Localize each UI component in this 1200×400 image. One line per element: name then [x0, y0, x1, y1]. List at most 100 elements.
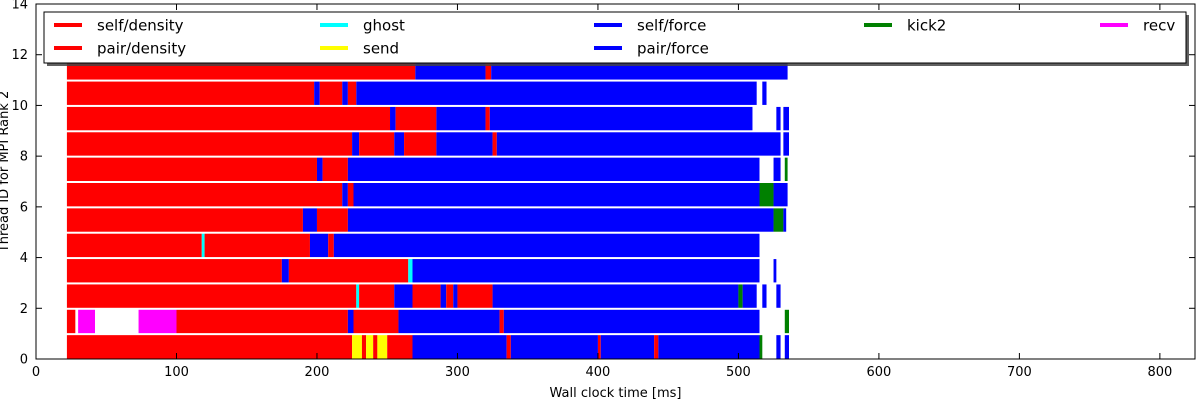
task-bar-force	[436, 106, 486, 131]
task-bar-density	[319, 81, 343, 105]
task-bar-force	[783, 132, 789, 156]
task-bar-density	[66, 183, 343, 207]
task-bar-force	[347, 309, 354, 334]
task-bar-kick2	[759, 183, 774, 207]
task-bar-force	[347, 157, 760, 181]
task-bar-density	[176, 309, 348, 334]
task-bar-density	[66, 309, 76, 334]
task-bar-force	[783, 208, 787, 232]
legend-label: self/density	[97, 17, 184, 35]
task-bar-density	[66, 259, 282, 283]
task-bar-density	[395, 106, 437, 131]
task-bar-force	[309, 233, 329, 258]
x-tick-label: 400	[586, 365, 611, 380]
task-bar-density	[353, 309, 399, 334]
task-bar-force	[776, 106, 781, 131]
task-bar-force	[600, 335, 655, 359]
x-tick-label: 500	[726, 365, 751, 380]
task-bar-force	[783, 106, 789, 131]
task-bar-density	[66, 284, 357, 308]
task-bar-kick2	[759, 335, 763, 359]
y-tick-label: 12	[11, 48, 28, 63]
task-bar-density	[322, 157, 348, 181]
task-bar-density	[485, 56, 492, 80]
task-bar-force	[453, 284, 458, 308]
y-tick-label: 2	[20, 302, 28, 317]
task-bar-force	[776, 284, 781, 308]
task-bar-density	[446, 284, 454, 308]
task-bar-density	[328, 233, 334, 258]
task-bar-ghost	[408, 259, 413, 283]
task-bar-force	[353, 183, 760, 207]
task-bar-density	[387, 335, 413, 359]
legend-label: self/force	[637, 17, 706, 35]
task-bar-density	[361, 335, 367, 359]
legend-label: pair/force	[637, 40, 709, 58]
task-bar-force	[342, 183, 348, 207]
task-bar-kick2	[738, 284, 743, 308]
task-bar-density	[499, 309, 504, 334]
task-bar-recv	[138, 309, 177, 334]
task-bar-density	[66, 81, 315, 105]
task-bar-density	[204, 233, 310, 258]
task-bar-force	[784, 335, 789, 359]
legend-label: recv	[1143, 17, 1175, 35]
task-bar-density	[457, 284, 493, 308]
x-tick-label: 100	[164, 365, 189, 380]
task-bar-force	[489, 106, 753, 131]
task-bar-force	[762, 81, 767, 105]
task-bar-send	[377, 335, 388, 359]
task-bar-force	[398, 309, 500, 334]
legend-label: pair/density	[97, 40, 186, 58]
x-axis-label: Wall clock time [ms]	[550, 386, 682, 400]
legend: self/density pair/density ghost send self/fo…	[43, 11, 1189, 66]
task-bar-density	[506, 335, 511, 359]
task-bar-force	[333, 233, 760, 258]
task-bar-force	[496, 132, 781, 156]
task-bar-density	[404, 132, 437, 156]
task-bar-force	[773, 259, 777, 283]
task-bar-force	[390, 106, 396, 131]
y-tick-label: 14	[11, 0, 28, 13]
task-bar-force	[658, 335, 760, 359]
task-bar-force	[492, 284, 739, 308]
x-tick-label: 0	[32, 365, 40, 380]
task-bar-force	[510, 335, 598, 359]
task-bar-force	[503, 309, 760, 334]
task-bar-density	[66, 233, 202, 258]
task-bar-density	[597, 335, 601, 359]
task-bar-force	[347, 208, 774, 232]
x-tick-label: 700	[1007, 365, 1032, 380]
task-bar-force	[773, 157, 781, 181]
task-bar-force	[314, 81, 320, 105]
task-bar-density	[66, 132, 353, 156]
task-bar-density	[347, 183, 354, 207]
task-bar-force	[342, 81, 348, 105]
task-bar-force	[281, 259, 289, 283]
task-bar-send	[366, 335, 374, 359]
task-bar-force	[773, 183, 788, 207]
task-bar-force	[394, 132, 405, 156]
task-bar-force	[440, 284, 447, 308]
task-bar-density	[359, 132, 395, 156]
task-bar-force	[742, 284, 757, 308]
axis-ticks: 0 100 200 300 400 500 600 700 800 0 2 4 6 8 10 12 14	[11, 0, 1195, 380]
y-tick-label: 4	[20, 251, 28, 266]
task-bar-density	[66, 335, 353, 359]
task-bar-recv	[78, 309, 96, 334]
task-bar-force	[316, 157, 323, 181]
task-bar-density	[492, 132, 497, 156]
task-bar-force	[412, 259, 760, 283]
task-bar-density	[316, 208, 348, 232]
task-bar-kick2	[773, 208, 784, 232]
task-bar-density	[359, 284, 395, 308]
task-bar-density	[66, 157, 317, 181]
task-bar-ghost	[356, 284, 360, 308]
task-bar-density	[485, 106, 490, 131]
y-tick-label: 6	[20, 200, 28, 215]
x-tick-label: 200	[305, 365, 330, 380]
x-tick-label: 300	[445, 365, 470, 380]
task-bar-force	[776, 335, 781, 359]
legend-box	[43, 11, 1187, 64]
